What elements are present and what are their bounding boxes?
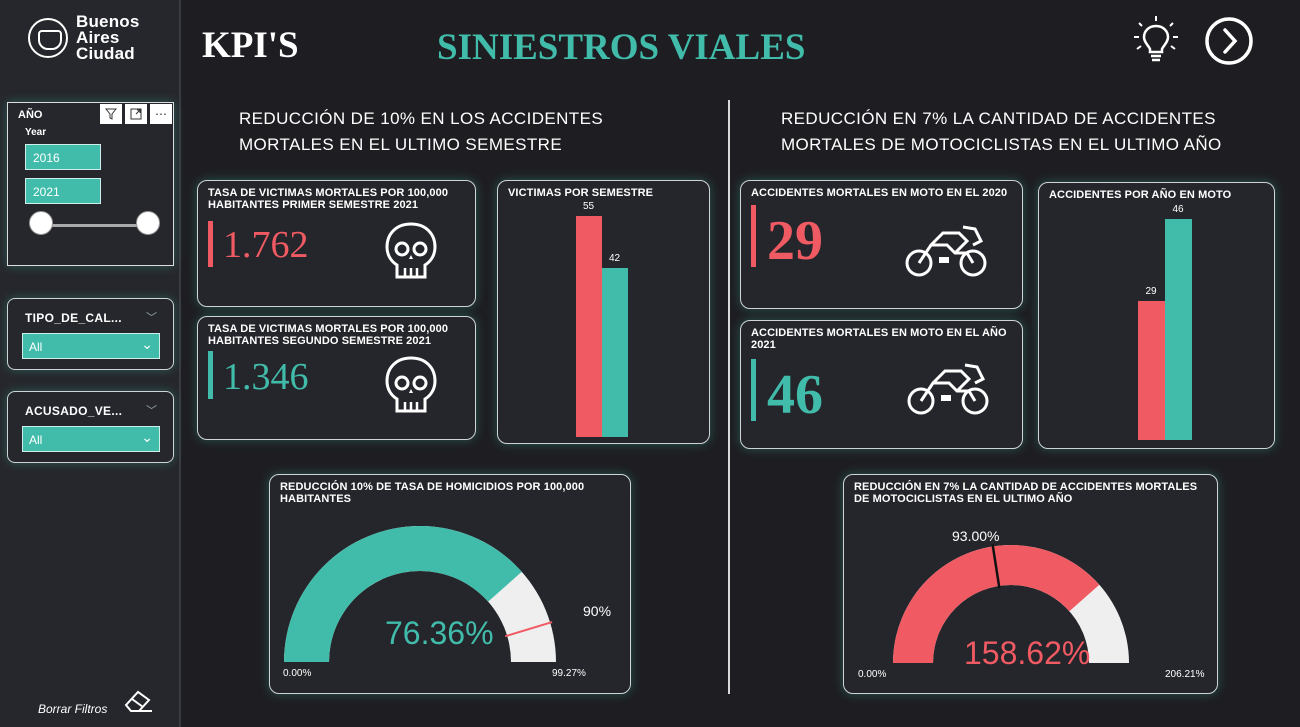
gauge-fill [284, 526, 522, 662]
slicer-toolbar: ⋯ [100, 104, 172, 124]
tipo-slicer: TIPO_DE_CAL... ﹀ All ⌄ [7, 298, 174, 370]
accent-bar [208, 221, 213, 267]
borrar-filtros-label[interactable]: Borrar Filtros [38, 702, 108, 716]
section-divider [728, 100, 730, 694]
gauge-max-label: 206.21% [1165, 669, 1205, 680]
right-heading-line-2: MORTALES DE MOTOCICLISTAS EN EL ULTIMO A… [781, 135, 1222, 154]
bar-1[interactable] [1165, 219, 1192, 440]
eraser-icon[interactable] [122, 687, 154, 713]
year-range-thumb-end[interactable] [136, 211, 160, 235]
year-range-track[interactable] [42, 224, 150, 227]
focus-mode-icon[interactable] [125, 104, 147, 124]
gauge-homicidios [284, 526, 556, 662]
kpi-card-title: ACCIDENTES MORTALES EN MOTO EN EL AÑO 20… [751, 327, 1007, 351]
accidentes-moto-chart-card: ACCIDENTES POR AÑO EN MOTO 29 46 [1038, 182, 1275, 449]
chevron-down-icon: ⌄ [141, 429, 153, 445]
year-start-input[interactable]: 2016 [25, 144, 101, 170]
gauge-min-label: 0.00% [858, 669, 887, 680]
acusado-slicer: ACUSADO_VE... ﹀ All ⌄ [7, 391, 174, 463]
accent-bar [208, 351, 213, 399]
gauge-target-label: 93.00% [952, 528, 1000, 544]
sidebar: Buenos Aires Ciudad AÑO Year ⋯ 2016 2021… [0, 0, 181, 727]
gauge-card-motociclistas: REDUCCIÓN EN 7% LA CANTIDAD DE ACCIDENTE… [843, 474, 1218, 694]
kpi-title: KPI'S [202, 25, 299, 66]
gauge-min-label: 0.00% [283, 668, 312, 679]
skull-icon [385, 222, 437, 279]
chevron-down-icon[interactable]: ﹀ [146, 405, 157, 417]
kpi-card-title: TASA DE VICTIMAS MORTALES POR 100,000 HA… [208, 187, 449, 211]
motorcycle-icon [907, 363, 989, 415]
buenos-aires-logo: Buenos Aires Ciudad [28, 12, 140, 63]
bar-0[interactable] [1138, 300, 1165, 440]
tipo-slicer-title: TIPO_DE_CAL... [25, 311, 122, 325]
kpi-card-primer-semestre: TASA DE VICTIMAS MORTALES POR 100,000 HA… [197, 180, 476, 307]
chart-title: VICTIMAS POR SEMESTRE [508, 187, 654, 199]
motorcycle-icon [905, 225, 987, 277]
chart-title: ACCIDENTES POR AÑO EN MOTO [1049, 189, 1232, 201]
gauge-max-label: 99.27% [552, 668, 586, 679]
kpi-value: 46 [767, 364, 823, 426]
kpi-value: 29 [767, 210, 823, 272]
gauge-target-marker [504, 621, 553, 638]
tipo-dropdown[interactable]: All ⌄ [22, 333, 160, 359]
next-page-button[interactable] [1204, 16, 1254, 66]
chevron-down-icon: ⌄ [141, 336, 153, 352]
accent-bar [751, 359, 756, 421]
kpi-value: 1.762 [223, 224, 309, 266]
kpi-value: 1.346 [223, 356, 309, 398]
acusado-dropdown-value: All [29, 433, 43, 447]
skull-icon [385, 356, 437, 413]
kpi-card-segundo-semestre: TASA DE VICTIMAS MORTALES POR 100,000 HA… [197, 316, 476, 440]
acusado-dropdown[interactable]: All ⌄ [22, 426, 160, 452]
logo-line-3: Ciudad [76, 44, 135, 63]
year-end-input[interactable]: 2021 [25, 178, 101, 204]
kpi-card-moto-2021: ACCIDENTES MORTALES EN MOTO EN EL AÑO 20… [740, 320, 1023, 449]
gauge-title: REDUCCIÓN EN 7% LA CANTIDAD DE ACCIDENTE… [854, 481, 1198, 505]
gauge-fill [893, 545, 1100, 663]
year-range-thumb-start[interactable] [29, 211, 53, 235]
kpi-card-moto-2020: ACCIDENTES MORTALES EN MOTO EN EL 2020 2… [740, 180, 1023, 309]
lightbulb-icon[interactable] [1130, 14, 1182, 66]
right-heading-line-1: REDUCCIÓN EN 7% LA CANTIDAD DE ACCIDENTE… [781, 109, 1216, 128]
gauge-target-marker [991, 544, 1001, 589]
filter-icon[interactable] [100, 104, 122, 124]
bar-data-label: 46 [1172, 204, 1184, 215]
logo-line-1: Buenos [76, 12, 140, 31]
bar-data-label: 42 [609, 253, 621, 265]
kpi-card-title: ACCIDENTES MORTALES EN MOTO EN EL 2020 [751, 187, 1008, 199]
city-seal-icon [28, 18, 68, 58]
anio-slicer: AÑO Year ⋯ 2016 2021 [7, 102, 174, 266]
left-section-heading: REDUCCIÓN DE 10% EN LOS ACCIDENTES MORTA… [239, 106, 603, 158]
gauge-value: 158.62% [964, 635, 1091, 671]
bar-1[interactable] [602, 268, 628, 437]
bar-data-label: 55 [583, 201, 595, 212]
logo-text: Buenos Aires Ciudad [76, 12, 140, 63]
bar-data-label: 29 [1145, 285, 1157, 297]
gauge-target-label: 90% [583, 603, 612, 619]
main-title: SINIESTROS VIALES [437, 27, 806, 68]
acusado-slicer-title: ACUSADO_VE... [25, 404, 123, 418]
left-heading-line-2: MORTALES EN EL ULTIMO SEMESTRE [239, 135, 563, 154]
gauge-motociclistas [893, 544, 1129, 663]
left-heading-line-1: REDUCCIÓN DE 10% EN LOS ACCIDENTES [239, 109, 604, 128]
more-options-icon[interactable]: ⋯ [150, 104, 172, 124]
gauge-title: REDUCCIÓN 10% DE TASA DE HOMICIDIOS POR … [280, 481, 585, 505]
anio-slicer-subtitle: Year [25, 127, 47, 138]
tipo-dropdown-value: All [29, 340, 43, 354]
logo-line-2: Aires [76, 28, 120, 47]
bar-0[interactable] [576, 216, 602, 437]
accent-bar [751, 205, 756, 267]
victimas-semestre-chart-card: VICTIMAS POR SEMESTRE 55 42 [497, 180, 710, 444]
anio-slicer-title: AÑO [18, 109, 43, 121]
right-section-heading: REDUCCIÓN EN 7% LA CANTIDAD DE ACCIDENTE… [781, 106, 1222, 158]
kpi-card-title: TASA DE VICTIMAS MORTALES POR 100,000 HA… [208, 323, 449, 347]
gauge-card-homicidios: REDUCCIÓN 10% DE TASA DE HOMICIDIOS POR … [269, 474, 631, 694]
chevron-down-icon[interactable]: ﹀ [146, 312, 157, 324]
gauge-value: 76.36% [385, 615, 494, 651]
